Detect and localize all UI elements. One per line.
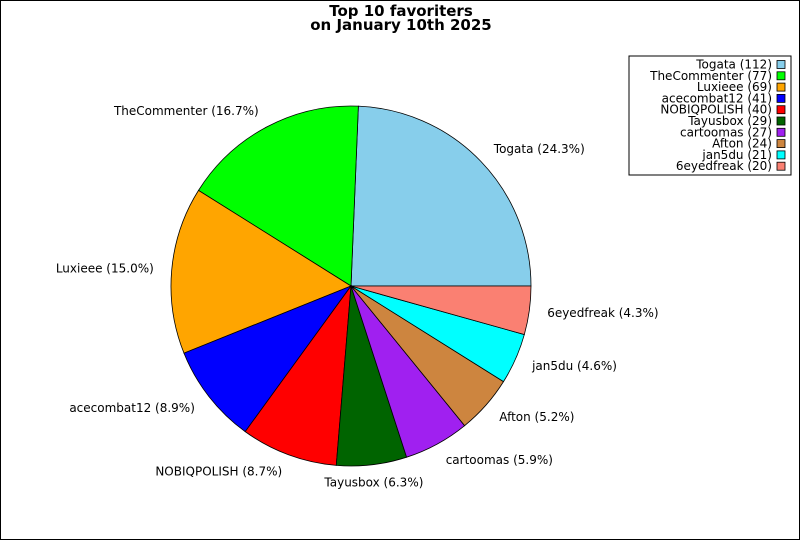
pie-slice-luxieee	[170, 189, 352, 354]
pie-slice-acecombat12	[183, 285, 353, 433]
legend-swatch-cartoomas	[776, 127, 786, 137]
legend-label-acecombat12: acecombat12 (41)	[662, 91, 772, 105]
chart-title-line-2: on January 10th 2025	[310, 16, 492, 34]
legend-swatch-tayusbox	[776, 116, 786, 126]
slice-label-acecombat12: acecombat12 (8.9%)	[69, 401, 195, 415]
slice-label-tayusbox: Tayusbox (6.3%)	[323, 476, 423, 490]
slice-label-thecommenter: TheCommenter (16.7%)	[113, 104, 259, 118]
slice-label-luxieee: Luxieee (15.0%)	[56, 261, 154, 275]
legend-label-thecommenter: TheCommenter (77)	[649, 69, 772, 83]
legend-swatch-afton	[776, 139, 786, 149]
pie-slice-6eyedfreak	[350, 285, 532, 336]
slice-label-nobiqpolish: NOBIQPOLISH (8.7%)	[155, 465, 282, 479]
pie-labels: Togata (24.3%) TheCommenter (16.7%) Luxiee…	[56, 104, 659, 490]
pie-slice-thecommenter	[197, 105, 359, 287]
legend-label-cartoomas: cartoomas (27)	[680, 125, 772, 139]
legend-box	[628, 55, 792, 176]
slice-label-6eyedfreak: 6eyedfreak (4.3%)	[547, 306, 658, 320]
pie-slices	[170, 105, 532, 467]
chart-title-line-1: Top 10 favoriters	[329, 2, 473, 20]
legend-swatch-togata	[776, 60, 786, 69]
slice-label-jan5du: jan5du (4.6%)	[531, 359, 617, 373]
legend-label-togata: Togata (112)	[695, 58, 772, 72]
legend-swatch-thecommenter	[776, 71, 786, 81]
legend-label-luxieee: Luxieee (69)	[697, 80, 772, 94]
slice-label-afton: Afton (5.2%)	[499, 410, 574, 424]
legend-swatch-6eyedfreak	[776, 161, 786, 171]
legend-label-afton: Afton (24)	[712, 137, 772, 151]
legend-label-tayusbox: Tayusbox (29)	[687, 114, 772, 128]
slice-label-togata: Togata (24.3%)	[493, 142, 585, 156]
slice-label-cartoomas: cartoomas (5.9%)	[446, 453, 553, 467]
legend-label-nobiqpolish: NOBIQPOLISH (40)	[660, 103, 772, 117]
legend-swatch-luxieee	[776, 82, 786, 92]
pie-slice-nobiqpolish	[244, 284, 352, 466]
legend-label-jan5du: jan5du (21)	[701, 148, 772, 162]
legend-label-6eyedfreak: 6eyedfreak (20)	[676, 159, 772, 173]
legend-swatch-jan5du	[776, 150, 786, 160]
legend: Togata (112)TheCommenter (77)Luxieee (69…	[628, 55, 792, 176]
legend-swatch-nobiqpolish	[776, 105, 786, 115]
legend-swatch-acecombat12	[776, 94, 786, 103]
pie-slice-togata	[350, 105, 532, 287]
